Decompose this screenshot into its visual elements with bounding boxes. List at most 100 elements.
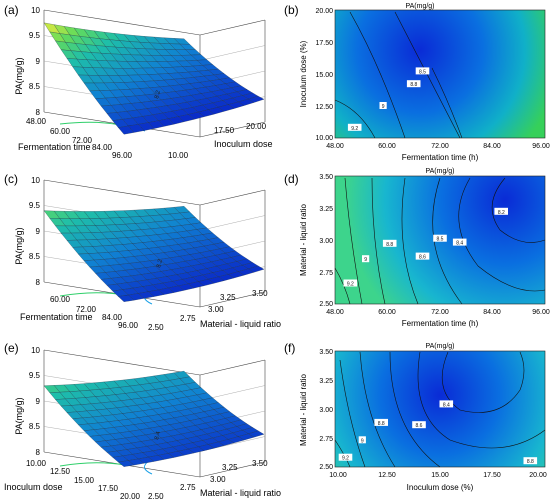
panel-label-a: (a) xyxy=(4,3,19,17)
contour-label: 8.8 xyxy=(527,459,534,465)
y-tick-c-2.75: 2.75 xyxy=(180,314,196,323)
y-tick-d-3.5: 3.50 xyxy=(319,174,333,181)
contour-label: 8.8 xyxy=(410,82,417,88)
z-tick-a-9: 9 xyxy=(36,57,41,66)
x-tick-e-20: 20.00 xyxy=(120,492,141,500)
contour-label-box xyxy=(347,123,362,131)
y-axis-label-c: Material - liquid ratio xyxy=(200,319,281,329)
y-tick-d-3.25: 3.25 xyxy=(319,206,333,213)
z-tick-c-8.5: 8.5 xyxy=(29,252,41,261)
z-tick-c-8: 8 xyxy=(36,278,41,287)
z-tick-e-8: 8 xyxy=(36,448,41,457)
z-tick-e-8.5: 8.5 xyxy=(29,422,41,431)
panel-c: 8.2 10 9.5 9 8.5 8 PA(mg/g) 60.00 72.00 … xyxy=(14,176,281,332)
contour-label-box xyxy=(382,239,397,247)
contour-label: 8.8 xyxy=(386,242,393,248)
surface-c-min-label: 8.2 xyxy=(156,258,164,268)
y-axis-label-a: Inoculum dose xyxy=(214,139,273,149)
y-tick-c-2.5: 2.50 xyxy=(148,323,164,332)
z-axis-label-c: PA(mg/g) xyxy=(14,227,24,264)
contour-label: 8.5 xyxy=(419,69,426,75)
plot-area-b xyxy=(334,9,546,139)
x-axis-label-c: Fermentation time xyxy=(20,312,93,322)
contour-label: 9 xyxy=(382,104,385,110)
contour-line-f-2 xyxy=(339,359,366,468)
y-axis-a: 10.00 17.50 20.00 xyxy=(168,122,267,160)
y-tick-c-3: 3.00 xyxy=(208,305,224,314)
contour-label-box xyxy=(452,238,467,246)
panel-a: 8.2 10 9.5 9 8.5 8 PA(mg/g) 48.00 60.00 … xyxy=(14,6,273,160)
contour-label-box xyxy=(415,252,430,260)
y-tick-f-2.5: 2.50 xyxy=(319,464,333,471)
x-tick-f-12.5: 12.50 xyxy=(378,472,396,479)
contour-label-box xyxy=(406,80,421,88)
y-tick-f-3.25: 3.25 xyxy=(319,378,333,385)
contour-label: 8.4 xyxy=(456,241,463,247)
surface-a xyxy=(43,22,265,135)
contour-label-box xyxy=(374,418,388,426)
z-tick-a-8: 8 xyxy=(36,108,41,117)
contour-label-box xyxy=(415,67,430,75)
contour-line-d-5 xyxy=(432,177,463,305)
z-axis-e: 10 9.5 9 8.5 8 xyxy=(29,346,41,457)
contour-label: 8.4 xyxy=(443,402,450,408)
x-tick-b-48: 48.00 xyxy=(326,143,344,150)
y-tick-d-3: 3.00 xyxy=(319,238,333,245)
panel-label-c: (c) xyxy=(4,172,18,186)
contour-label: 8.8 xyxy=(378,421,385,427)
surface-facet xyxy=(118,294,135,302)
y-tick-e-3.5: 3.50 xyxy=(252,459,268,468)
x-tick-d-72: 72.00 xyxy=(431,309,449,316)
contour-labels-b: 9.2 9 8.8 8.5 xyxy=(347,67,430,132)
contour-line-f-3 xyxy=(359,351,396,468)
x-tick-a-96: 96.00 xyxy=(112,151,133,160)
x-tick-a-84: 84.00 xyxy=(92,143,113,152)
contour-line-d-3 xyxy=(371,177,386,305)
contours-d xyxy=(334,177,546,305)
z-tick-c-9.5: 9.5 xyxy=(29,201,41,210)
y-tick-c-3.5: 3.50 xyxy=(252,289,268,298)
x-tick-f-20: 20.00 xyxy=(529,472,547,479)
contour-line-b-4 xyxy=(431,67,463,139)
y-tick-d-2.75: 2.75 xyxy=(319,270,333,277)
contour-line-b-2 xyxy=(349,11,406,139)
x-tick-d-48: 48.00 xyxy=(326,309,344,316)
contour-label: 9.2 xyxy=(351,126,358,132)
z-axis-label-e: PA(mg/g) xyxy=(14,397,24,434)
x-axis-f: 10.00 12.50 15.00 17.50 20.00 xyxy=(329,472,547,479)
z-tick-a-10: 10 xyxy=(31,6,40,15)
contours-f xyxy=(334,351,546,468)
x-tick-b-96: 96.00 xyxy=(532,143,550,150)
contour-line-d-7 xyxy=(491,177,546,243)
y-axis-label-b: Inoculum dose (%) xyxy=(299,40,308,107)
contour-label: 8.5 xyxy=(437,237,444,243)
contour-labels-f: 9.2 9 8.8 8.6 8.4 8.8 xyxy=(338,400,538,465)
contour-label-box xyxy=(358,436,366,444)
x-tick-a-72: 72.00 xyxy=(72,136,93,145)
contour-label-box xyxy=(412,421,426,429)
y-axis-e: 2.50 2.75 3.00 3.25 3.50 xyxy=(148,459,268,500)
surface-facet xyxy=(118,125,135,135)
z-tick-a-9.5: 9.5 xyxy=(29,31,41,40)
y-tick-e-3.25: 3.25 xyxy=(222,463,238,472)
contour-label-box xyxy=(523,457,538,465)
contour-labels-d: 9.2 9 8.8 8.6 8.5 8.4 8.2 xyxy=(343,207,508,288)
x-tick-c-96: 96.00 xyxy=(118,321,139,330)
surface-a-min-label: 8.2 xyxy=(154,89,162,99)
y-tick-a-17.5: 17.50 xyxy=(214,126,235,135)
floor-contour-e2 xyxy=(59,462,126,467)
x-tick-d-84: 84.00 xyxy=(483,309,501,316)
x-tick-d-96: 96.00 xyxy=(532,309,550,316)
contour-label: 8.6 xyxy=(419,255,426,261)
z-tick-e-9: 9 xyxy=(36,397,41,406)
surface-e xyxy=(43,370,265,467)
y-tick-a-20: 20.00 xyxy=(246,122,267,131)
contour-label: 9 xyxy=(364,257,367,263)
x-axis-a: 48.00 60.00 72.00 84.00 96.00 xyxy=(26,117,133,160)
plot-area-f xyxy=(334,350,546,468)
z-tick-e-9.5: 9.5 xyxy=(29,371,41,380)
x-axis-label-b: Fermentation time (h) xyxy=(402,153,479,162)
x-tick-e-17.5: 17.50 xyxy=(98,484,119,493)
x-tick-b-60: 60.00 xyxy=(378,143,396,150)
y-tick-b-10: 10.00 xyxy=(315,135,333,142)
